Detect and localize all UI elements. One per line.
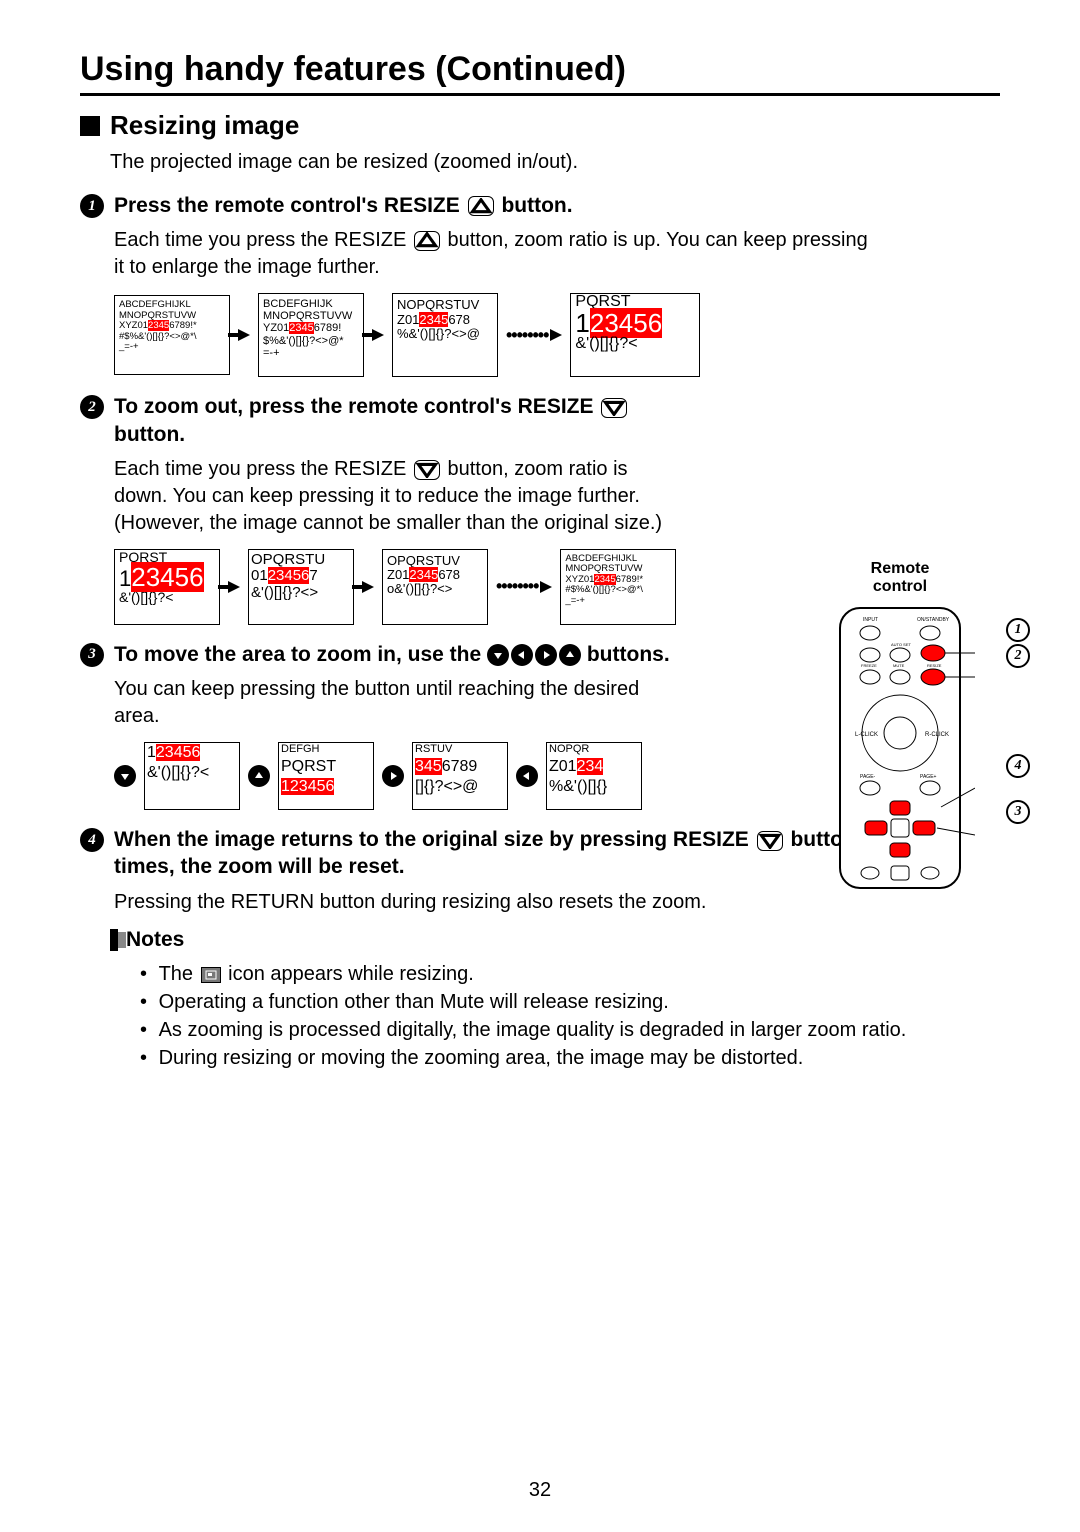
- notes-header: Notes: [110, 928, 1000, 952]
- step-2-body: Each time you press the RESIZE button, z…: [114, 456, 674, 537]
- arrow-right-icon: [228, 581, 240, 593]
- thumb-d3: RSTUV 3456789 []{}?<>@: [412, 742, 508, 810]
- step-1-title-b: button.: [501, 194, 572, 217]
- arrow-up-icon: [559, 644, 581, 666]
- step-2-title-a: To zoom out, press the remote control's …: [114, 395, 599, 418]
- resize-down-icon: [601, 398, 627, 418]
- note-1a: The: [159, 963, 199, 985]
- arrow-left-icon: [511, 644, 533, 666]
- svg-text:R-CLICK: R-CLICK: [925, 732, 949, 738]
- remote-callouts: 1 2 4 3: [1006, 618, 1030, 824]
- resize-down-icon: [757, 831, 783, 851]
- thumb-zi-3: NOPQRSTUV Z012345678 %&'()[]{}?<>@: [392, 293, 498, 377]
- step-1-title: Press the remote control's RESIZE button…: [114, 192, 573, 219]
- svg-text:INPUT: INPUT: [863, 617, 878, 623]
- notes-title: Notes: [126, 928, 184, 952]
- step-number-2: 2: [80, 395, 104, 419]
- step-number-4: 4: [80, 828, 104, 852]
- step-4-title-a: When the image returns to the original s…: [114, 828, 755, 851]
- step-3-title: To move the area to zoom in, use the but…: [114, 641, 670, 668]
- remote-control-illustration: Remote control L-CLICK R-CLICK PAGE- PAG…: [800, 560, 1000, 898]
- arrow-dots-icon: ••••••••: [496, 576, 552, 597]
- note-4: During resizing or moving the zooming ar…: [140, 1044, 1000, 1072]
- arrow-right-icon: [382, 765, 404, 787]
- svg-text:AUTO SET: AUTO SET: [891, 642, 911, 647]
- resize-up-icon: [414, 231, 440, 251]
- step-number-1: 1: [80, 194, 104, 218]
- thumb-zi-1: ABCDEFGHIJKLMNOPQRSTUVW XYZ0123456789!* …: [114, 295, 230, 375]
- step-3-title-b: buttons.: [587, 643, 670, 666]
- notes-bullet-icon: [110, 929, 118, 951]
- arrow-dots-icon: ••••••••: [506, 325, 562, 346]
- step-3-body: You can keep pressing the button until r…: [114, 676, 674, 730]
- thumb-d1: 123456 &'()[]{}?<: [144, 742, 240, 810]
- arrow-right-icon: [535, 644, 557, 666]
- thumb-zo-2: OPQRSTU 01234567 &'()[]{}?<>: [248, 549, 354, 625]
- callout-3: 3: [1006, 800, 1030, 824]
- section-header: Resizing image: [80, 110, 1000, 141]
- note-1b: icon appears while resizing.: [228, 963, 474, 985]
- step-2-title-b: button.: [114, 423, 185, 446]
- zoom-in-illustration: ABCDEFGHIJKLMNOPQRSTUVW XYZ0123456789!* …: [114, 293, 1000, 377]
- step-4-body: Pressing the RETURN button during resizi…: [114, 889, 874, 916]
- note-1: The icon appears while resizing.: [140, 960, 1000, 988]
- step-1-body: Each time you press the RESIZE button, z…: [114, 227, 874, 281]
- callout-4: 4: [1006, 754, 1030, 778]
- step-3-title-a: To move the area to zoom in, use the: [114, 643, 487, 666]
- step-1-title-a: Press the remote control's RESIZE: [114, 194, 466, 217]
- page-number: 32: [529, 1479, 551, 1502]
- arrow-up-icon: [248, 765, 270, 787]
- arrow-right-icon: [372, 329, 384, 341]
- page-title: Using handy features (Continued): [80, 50, 1000, 96]
- thumb-zo-3: OPQRSTUV Z012345678 o&'()[]{}?<>: [382, 549, 488, 625]
- section-title: Resizing image: [110, 110, 299, 141]
- arrow-left-icon: [516, 765, 538, 787]
- note-3: As zooming is processed digitally, the i…: [140, 1016, 1000, 1044]
- thumb-zi-4: PQRST 123456 &'()[]{}?<: [570, 293, 700, 377]
- direction-arrows-icon: [487, 644, 581, 666]
- step-2-title: To zoom out, press the remote control's …: [114, 393, 694, 448]
- note-2: Operating a function other than Mute wil…: [140, 988, 1000, 1016]
- resize-up-icon: [468, 196, 494, 216]
- svg-text:ON/STANDBY: ON/STANDBY: [917, 617, 950, 623]
- arrow-down-icon: [114, 765, 136, 787]
- step-1-body-a: Each time you press the RESIZE: [114, 229, 412, 251]
- thumb-zi-2: BCDEFGHIJKMNOPQRSTUVW YZ0123456789! $%&'…: [258, 293, 364, 377]
- svg-text:FREEZE: FREEZE: [861, 663, 877, 668]
- resize-down-icon: [414, 460, 440, 480]
- svg-text:RESIZE: RESIZE: [927, 663, 942, 668]
- remote-label-2: control: [873, 578, 927, 595]
- arrow-right-icon: [362, 581, 374, 593]
- svg-text:L-CLICK: L-CLICK: [855, 732, 878, 738]
- thumb-zo-4: ABCDEFGHIJKLMNOPQRSTUVW XYZ0123456789!* …: [560, 549, 676, 625]
- remote-svg: L-CLICK R-CLICK PAGE- PAGE+ INPUT ON/STA…: [825, 603, 975, 893]
- arrow-down-icon: [487, 644, 509, 666]
- thumb-zo-1: PQRST 123456 &'()[]{}?<: [114, 549, 220, 625]
- thumb-d4: NOPQR Z01234 %&'()[]{}: [546, 742, 642, 810]
- svg-text:PAGE+: PAGE+: [920, 774, 937, 780]
- notes-list: The icon appears while resizing. Operati…: [140, 960, 1000, 1072]
- callout-1: 1: [1006, 618, 1030, 642]
- remote-label-1: Remote: [871, 560, 930, 577]
- svg-text:MUTE: MUTE: [893, 663, 905, 668]
- step-number-3: 3: [80, 643, 104, 667]
- callout-2: 2: [1006, 644, 1030, 668]
- section-bullet-icon: [80, 116, 100, 136]
- arrow-right-icon: [238, 329, 250, 341]
- step-2-body-a: Each time you press the RESIZE: [114, 458, 412, 480]
- svg-text:PAGE-: PAGE-: [860, 774, 876, 780]
- section-intro: The projected image can be resized (zoom…: [110, 151, 1000, 174]
- thumb-d2: DEFGH PQRST 123456: [278, 742, 374, 810]
- step-1: 1 Press the remote control's RESIZE butt…: [80, 192, 1000, 377]
- resize-indicator-icon: [201, 967, 221, 983]
